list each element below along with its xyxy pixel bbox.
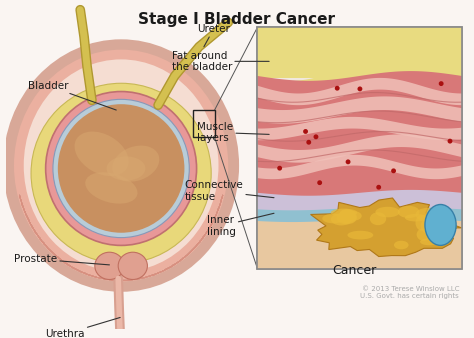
Ellipse shape: [9, 43, 233, 284]
Text: Urethra: Urethra: [45, 317, 120, 338]
Ellipse shape: [416, 215, 429, 231]
Ellipse shape: [14, 50, 228, 282]
Ellipse shape: [347, 231, 374, 239]
Ellipse shape: [415, 208, 440, 221]
Ellipse shape: [24, 59, 219, 272]
FancyBboxPatch shape: [257, 27, 462, 78]
Text: Inner
lining: Inner lining: [207, 213, 274, 237]
Text: Muscle
layers: Muscle layers: [197, 122, 269, 143]
Ellipse shape: [331, 213, 352, 225]
Ellipse shape: [421, 219, 433, 234]
Text: Cancer: Cancer: [333, 264, 377, 277]
Ellipse shape: [118, 252, 147, 280]
Text: Connective
tissue: Connective tissue: [184, 180, 274, 202]
Ellipse shape: [405, 214, 427, 221]
Ellipse shape: [420, 238, 438, 245]
Polygon shape: [310, 198, 462, 257]
Ellipse shape: [322, 214, 345, 223]
Ellipse shape: [95, 252, 124, 280]
Ellipse shape: [46, 92, 197, 245]
Ellipse shape: [417, 228, 430, 241]
Ellipse shape: [370, 212, 386, 225]
Ellipse shape: [337, 212, 357, 224]
Ellipse shape: [31, 83, 211, 263]
Circle shape: [447, 139, 453, 144]
Circle shape: [306, 140, 311, 145]
Ellipse shape: [85, 172, 137, 204]
Text: © 2013 Terese Winslow LLC
U.S. Govt. has certain rights: © 2013 Terese Winslow LLC U.S. Govt. has…: [360, 286, 459, 299]
Ellipse shape: [344, 211, 362, 221]
Text: Fat around
the bladder: Fat around the bladder: [172, 51, 269, 72]
Ellipse shape: [58, 104, 184, 233]
Circle shape: [313, 135, 319, 139]
Circle shape: [335, 86, 340, 91]
Ellipse shape: [53, 99, 189, 238]
Text: Bladder: Bladder: [28, 81, 116, 110]
Ellipse shape: [375, 207, 400, 217]
Circle shape: [346, 160, 350, 164]
Ellipse shape: [394, 241, 409, 249]
Ellipse shape: [338, 209, 356, 223]
Ellipse shape: [425, 204, 456, 245]
Text: Ureter: Ureter: [197, 24, 230, 47]
Circle shape: [303, 129, 308, 134]
Ellipse shape: [398, 206, 419, 218]
Ellipse shape: [107, 156, 146, 180]
Circle shape: [357, 87, 362, 91]
Circle shape: [277, 166, 282, 171]
Text: Stage I Bladder Cancer: Stage I Bladder Cancer: [138, 12, 336, 27]
Ellipse shape: [331, 209, 357, 217]
Ellipse shape: [340, 209, 354, 217]
Circle shape: [439, 81, 444, 86]
Circle shape: [376, 185, 381, 190]
Circle shape: [317, 180, 322, 185]
Circle shape: [391, 168, 396, 173]
FancyBboxPatch shape: [257, 27, 462, 269]
Text: Prostate: Prostate: [14, 254, 109, 265]
Ellipse shape: [74, 131, 129, 176]
Ellipse shape: [112, 146, 159, 182]
